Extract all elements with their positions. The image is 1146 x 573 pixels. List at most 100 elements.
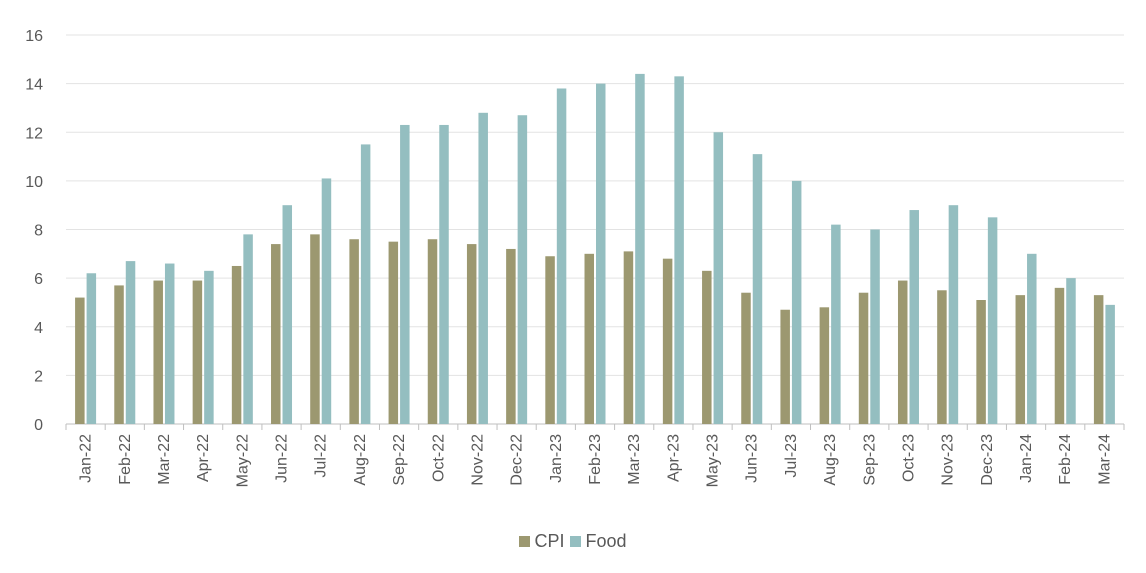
bar-chart: 0 2 4 6 8 10 12 14 16 Jan-22 Feb-22 Mar-22 Apr-22 Ma… — [25, 28, 1125, 487]
bar-cpi — [1015, 295, 1026, 424]
bar-food — [164, 263, 175, 424]
legend-swatch — [519, 536, 531, 547]
x-tick-label: Sep-23 — [861, 434, 878, 486]
bar-cpi — [75, 297, 85, 424]
x-tick-label: Jun-22 — [274, 434, 291, 483]
x-tick-label: Apr-22 — [195, 434, 212, 482]
bars — [75, 73, 1115, 425]
y-tick-labels: 0 2 4 6 8 10 12 14 16 — [25, 28, 43, 434]
x-tick-label: Mar-24 — [1096, 434, 1113, 485]
legend-item-cpi: CPI — [519, 531, 564, 552]
bar-food — [870, 229, 880, 424]
bar-cpi — [388, 241, 399, 424]
bar-cpi — [153, 280, 163, 424]
x-tick-label: Jul-22 — [313, 434, 330, 478]
bar-cpi — [1093, 295, 1104, 424]
bar-cpi — [623, 251, 634, 424]
y-tick-label: 0 — [34, 417, 43, 434]
bar-food — [400, 124, 410, 425]
x-tick-label: Feb-22 — [117, 434, 134, 485]
x-tick-label: Jan-24 — [1018, 434, 1035, 483]
bar-cpi — [1054, 287, 1065, 424]
bar-food — [556, 88, 567, 425]
x-tick-label: Feb-24 — [1057, 434, 1074, 485]
bar-food — [1105, 304, 1115, 424]
y-tick-label: 14 — [25, 77, 43, 94]
bar-cpi — [584, 253, 594, 424]
y-tick-label: 4 — [34, 320, 43, 337]
x-tick-label: May-22 — [234, 434, 251, 487]
bar-food — [1066, 278, 1076, 424]
bar-cpi — [427, 239, 438, 424]
bar-food — [752, 154, 763, 424]
bar-food — [596, 83, 606, 424]
bar-cpi — [192, 280, 203, 424]
x-tick-label: Feb-23 — [587, 434, 604, 485]
legend-label: Food — [585, 531, 627, 551]
bar-food — [517, 115, 528, 424]
bar-food — [909, 210, 919, 424]
x-tick-label: Nov-23 — [940, 434, 957, 486]
bar-food — [86, 273, 97, 424]
x-tick-label: Jul-23 — [783, 434, 800, 478]
bar-food — [204, 270, 214, 424]
x-tick-label: Aug-23 — [822, 434, 839, 486]
legend-swatch — [570, 536, 582, 547]
legend: CPI Food — [0, 531, 1146, 552]
y-tick-label: 12 — [25, 125, 43, 142]
bar-cpi — [545, 256, 555, 424]
bar-cpi — [114, 285, 124, 424]
bar-food — [360, 144, 371, 424]
bar-food — [674, 76, 684, 425]
bar-cpi — [741, 292, 751, 424]
x-tick-label: Sep-22 — [391, 434, 408, 486]
y-tick-label: 10 — [25, 174, 43, 191]
bar-cpi — [858, 292, 869, 424]
x-tick-label: Jan-23 — [548, 434, 565, 483]
y-tick-label: 8 — [34, 223, 43, 240]
bar-food — [1027, 253, 1037, 424]
y-tick-label: 6 — [34, 271, 43, 288]
x-tick-label: Jan-22 — [78, 434, 95, 483]
x-tick-label: Aug-22 — [352, 434, 369, 486]
x-tick-label: Dec-23 — [979, 434, 996, 486]
bar-cpi — [976, 300, 986, 424]
bar-cpi — [662, 258, 673, 424]
bar-food — [791, 180, 802, 424]
bar-cpi — [271, 244, 281, 424]
bar-food — [282, 205, 293, 424]
bar-food — [125, 261, 136, 424]
x-tick-label: May-23 — [705, 434, 722, 487]
y-tick-label: 2 — [34, 368, 43, 385]
bar-cpi — [466, 244, 477, 424]
bar-cpi — [506, 248, 516, 424]
x-tick-label: Jun-23 — [744, 434, 761, 483]
bar-cpi — [819, 307, 830, 424]
x-tick-label: Oct-23 — [900, 434, 917, 482]
bar-food — [243, 234, 253, 424]
bar-cpi — [897, 280, 908, 424]
bar-food — [713, 132, 724, 424]
bar-food — [321, 178, 332, 424]
bar-cpi — [349, 239, 359, 424]
bar-cpi — [231, 265, 242, 424]
legend-label: CPI — [534, 531, 565, 551]
x-tick-label: Apr-23 — [665, 434, 682, 482]
bar-food — [635, 73, 645, 425]
bar-cpi — [937, 290, 947, 424]
x-tick-labels: Jan-22 Feb-22 Mar-22 Apr-22 May-22 Jun-22 Jul-… — [78, 434, 1114, 487]
x-tick-label: Mar-22 — [156, 434, 173, 485]
x-tick-label: Mar-23 — [626, 434, 643, 485]
legend-item-food: Food — [570, 531, 627, 552]
bar-cpi — [780, 309, 790, 424]
axes — [65, 423, 1125, 430]
x-tick-label: Dec-22 — [509, 434, 526, 486]
bar-food — [948, 205, 959, 424]
x-tick-label: Nov-22 — [469, 434, 486, 486]
bar-cpi — [702, 270, 712, 424]
gridlines — [66, 34, 1124, 376]
bar-food — [478, 112, 488, 425]
x-tick-label: Oct-22 — [430, 434, 447, 482]
y-tick-label: 16 — [25, 28, 43, 45]
